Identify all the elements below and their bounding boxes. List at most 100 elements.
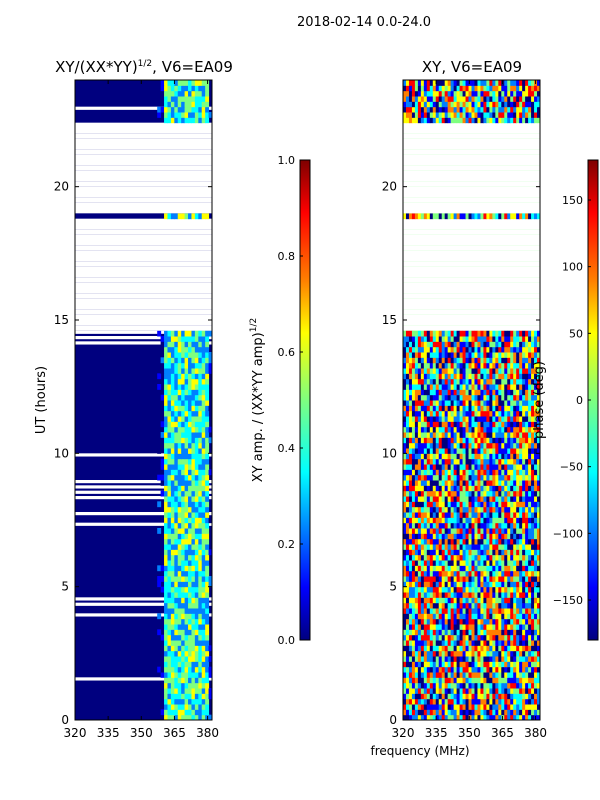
- heatmap-cell: [405, 453, 410, 460]
- heatmap-cell: [450, 442, 455, 449]
- heatmap-cell: [157, 581, 162, 588]
- heatmap-cell: [164, 469, 168, 476]
- heatmap-cell: [432, 560, 437, 566]
- heatmap-cell: [444, 581, 449, 588]
- heatmap-cell: [170, 618, 175, 625]
- heatmap-cell: [489, 464, 493, 470]
- heatmap-cell: [208, 362, 212, 369]
- heatmap-cell: [201, 490, 206, 497]
- heatmap-cell: [504, 624, 508, 630]
- heatmap-cell: [504, 410, 508, 417]
- heatmap-cell: [411, 640, 416, 646]
- heatmap-cell: [205, 346, 210, 353]
- heatmap-cell: [205, 464, 210, 470]
- heatmap-cell: [459, 410, 464, 417]
- heatmap-cell: [474, 709, 478, 716]
- heatmap-cell: [471, 410, 475, 417]
- heatmap-cell: [495, 597, 499, 604]
- heatmap-cell: [435, 613, 440, 620]
- heatmap-cell: [164, 677, 168, 684]
- heatmap-cell: [194, 682, 199, 689]
- heatmap-cell: [447, 416, 452, 422]
- heatmap-cell: [516, 592, 520, 598]
- heatmap-cell: [507, 453, 511, 460]
- heatmap-cell: [174, 416, 179, 422]
- heatmap-cell: [426, 581, 431, 588]
- heatmap-cell: [531, 117, 535, 124]
- heatmap-cell: [184, 576, 189, 582]
- heatmap-cell: [164, 608, 168, 614]
- heatmap-cell: [498, 592, 502, 598]
- heatmap-cell: [198, 416, 203, 422]
- heatmap-cell: [501, 96, 505, 102]
- heatmap-cell: [435, 565, 440, 572]
- heatmap-cell: [459, 405, 464, 412]
- heatmap-cell: [423, 213, 428, 220]
- heatmap-cell: [537, 602, 540, 609]
- heatmap-cell: [414, 490, 419, 497]
- heatmap-cell: [519, 373, 523, 380]
- heatmap-cell: [444, 426, 449, 433]
- heatmap-cell: [438, 554, 443, 561]
- heatmap-cell: [480, 661, 484, 668]
- heatmap-cell: [426, 597, 431, 604]
- heatmap-cell: [441, 704, 446, 710]
- heatmap-cell: [468, 341, 472, 348]
- heatmap-cell: [191, 352, 196, 358]
- heatmap-cell: [474, 560, 478, 566]
- heatmap-cell: [191, 90, 196, 97]
- heatmap-cell: [167, 400, 172, 406]
- heatmap-cell: [423, 474, 428, 481]
- heatmap-cell: [495, 480, 499, 486]
- heatmap-cell: [188, 378, 192, 385]
- heatmap-cell: [184, 496, 189, 502]
- heatmap-cell: [164, 330, 168, 337]
- heatmap-cell: [465, 677, 470, 684]
- heatmap-cell: [450, 682, 455, 689]
- heatmap-cell: [492, 656, 496, 662]
- heatmap-cell: [417, 560, 422, 566]
- heatmap-cell: [164, 533, 168, 540]
- heatmap-cell: [201, 565, 206, 572]
- heatmap-cell: [537, 560, 540, 566]
- heatmap-cell: [516, 645, 520, 652]
- heatmap-cell: [513, 96, 517, 102]
- heatmap-cell: [495, 533, 499, 540]
- heatmap-cell: [198, 597, 203, 604]
- heatmap-cell: [495, 330, 499, 337]
- heatmap-cell: [435, 522, 440, 529]
- heatmap-cell: [480, 213, 484, 220]
- heatmap-cell: [531, 565, 535, 572]
- heatmap-cell: [528, 688, 532, 694]
- heatmap-cell: [495, 384, 499, 390]
- heatmap-cell: [198, 90, 203, 97]
- heatmap-cell: [504, 682, 508, 689]
- heatmap-cell: [447, 85, 452, 92]
- heatmap-cell: [456, 613, 461, 620]
- heatmap-cell: [435, 517, 440, 524]
- heatmap-cell: [188, 400, 192, 406]
- heatmap-cell: [537, 576, 540, 582]
- heatmap-cell: [510, 480, 514, 486]
- heatmap-cell: [177, 112, 182, 118]
- heatmap-cell: [423, 469, 428, 476]
- heatmap-cell: [498, 373, 502, 380]
- heatmap-cell: [184, 677, 189, 684]
- heatmap-cell: [456, 586, 461, 593]
- flagged-gap: [75, 256, 212, 262]
- heatmap-cell: [537, 677, 540, 684]
- heatmap-cell: [408, 688, 413, 694]
- flagged-gap: [75, 229, 212, 235]
- heatmap-cell: [471, 448, 475, 454]
- heatmap-cell: [450, 522, 455, 529]
- heatmap-cell: [456, 357, 461, 364]
- heatmap-cell: [468, 501, 472, 508]
- heatmap-cell: [489, 357, 493, 364]
- heatmap-cell: [468, 714, 472, 720]
- heatmap-cell: [525, 613, 529, 620]
- heatmap-cell: [432, 634, 437, 641]
- heatmap-cell: [201, 624, 206, 630]
- heatmap-cell: [486, 640, 490, 646]
- heatmap-cell: [534, 677, 538, 684]
- heatmap-cell: [495, 661, 499, 668]
